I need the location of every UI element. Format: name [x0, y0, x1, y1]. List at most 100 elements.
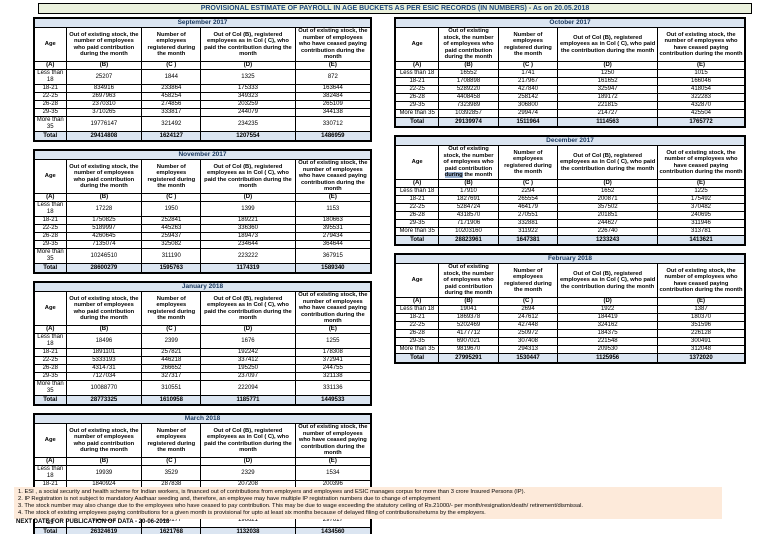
value-cell: 445263 [141, 224, 202, 233]
value-cell: 1250 [557, 69, 658, 78]
value-cell: 163644 [294, 84, 372, 93]
table-row: More than 35 10392857 299474 214727 425504 [394, 109, 746, 118]
value-cell: 1387 [657, 305, 746, 314]
column-letter: (B) [65, 193, 143, 202]
value-cell: 19939 [65, 465, 143, 481]
tables-column-left: September 2017 Age Out of existing stock, … [33, 17, 372, 534]
age-cell: Less than 18 [33, 465, 67, 481]
value-cell: 233864 [141, 84, 202, 93]
age-cell: 26-28 [394, 211, 440, 220]
value-cell: 17910 [438, 187, 499, 196]
total-label: Total [33, 527, 67, 534]
column-letter: (A) [33, 61, 67, 70]
value-cell: 16552 [438, 69, 499, 78]
value-cell: 364644 [294, 240, 372, 249]
column-header-age: Age [33, 423, 67, 458]
value-cell: 2370310 [65, 100, 143, 109]
value-cell: 265554 [497, 195, 559, 204]
table-row: 18-21 1708898 217967 161652 166046 [394, 77, 746, 86]
value-cell: 244755 [294, 364, 372, 373]
age-cell: Less than 18 [33, 69, 67, 85]
table-wrap-september: September 2017 Age Out of existing stock, … [33, 17, 372, 142]
month-header-row: December 2017 [394, 135, 746, 146]
value-cell: 294313 [497, 345, 559, 354]
column-header: Out of Col (B), registered employees as … [557, 145, 658, 180]
value-cell: 427448 [497, 321, 559, 330]
value-cell: 18496 [65, 333, 143, 349]
value-cell: 6907021 [438, 337, 499, 346]
total-value-cell: 28773325 [65, 395, 143, 406]
value-cell: 2697963 [65, 92, 143, 101]
table-row: 29-35 3710265 333817 244079 344138 [33, 108, 372, 117]
column-header-age: Age [394, 27, 440, 62]
value-cell: 1652 [557, 187, 658, 196]
column-letter: (C ) [141, 61, 202, 70]
column-header: Out of existing stock, the number of emp… [438, 27, 499, 62]
value-cell: 427840 [497, 85, 559, 94]
value-cell: 2399 [141, 333, 202, 349]
age-cell: 26-28 [33, 364, 67, 373]
age-cell: 22-25 [394, 85, 440, 94]
column-header-row: Age Out of existing stock, the number of … [33, 291, 372, 326]
column-header-row: Age Out of existing stock, the number of … [394, 145, 746, 180]
month-header-row: January 2018 [33, 281, 372, 292]
value-cell: 344138 [294, 108, 372, 117]
column-letter: (A) [33, 457, 67, 466]
table-wrap-january: January 2018 Age Out of existing stock, th… [33, 281, 372, 406]
value-cell: 189221 [200, 216, 296, 225]
table-row: 26-28 4177712 250972 184375 226128 [394, 329, 746, 338]
value-cell: 333817 [141, 108, 202, 117]
total-row: Total 28600279 1595763 1174319 1589340 [33, 263, 372, 274]
value-cell: 265109 [294, 100, 372, 109]
total-row: Total 28773325 1610958 1185771 1449533 [33, 395, 372, 406]
age-cell: 18-21 [394, 77, 440, 86]
total-value-cell: 1207554 [200, 131, 296, 142]
value-cell: 395531 [294, 224, 372, 233]
age-cell: 22-25 [33, 224, 67, 233]
column-header: Number of employees registered during th… [141, 27, 202, 62]
column-header: Out of existing stock, the number of emp… [65, 291, 143, 326]
value-cell: 1844 [141, 69, 202, 85]
value-cell: 351596 [657, 321, 746, 330]
value-cell: 258142 [497, 93, 559, 102]
table-row: More than 35 10246510 311190 223222 367915 [33, 248, 372, 264]
total-value-cell: 1595763 [141, 263, 202, 274]
value-cell: 175333 [200, 84, 296, 93]
month-title: February 2018 [394, 253, 746, 264]
total-label: Total [394, 235, 440, 246]
total-value-cell: 1174319 [200, 263, 296, 274]
value-cell: 234644 [200, 240, 296, 249]
column-letter: (E) [657, 297, 746, 306]
value-cell: 332881 [497, 219, 559, 228]
total-value-cell: 1132038 [200, 527, 296, 534]
value-cell: 5289220 [438, 85, 499, 94]
column-header: Out of existing stock, the number of emp… [657, 263, 746, 298]
value-cell: 1869378 [438, 313, 499, 322]
value-cell: 223222 [200, 248, 296, 264]
age-cell: 22-25 [394, 203, 440, 212]
value-cell: 1534 [294, 465, 372, 481]
table-row: 18-21 1827691 265554 200871 175492 [394, 195, 746, 204]
age-cell: 29-35 [33, 108, 67, 117]
total-label: Total [33, 263, 67, 274]
column-letter: (B) [438, 297, 499, 306]
value-cell: 306800 [497, 101, 559, 110]
age-cell: 29-35 [394, 101, 440, 110]
value-cell: 464179 [497, 203, 559, 212]
column-letter: (A) [33, 193, 67, 202]
column-header: Out of existing stock, the number of emp… [438, 263, 499, 298]
value-cell: 178308 [294, 348, 372, 357]
value-cell: 1676 [200, 333, 296, 349]
value-cell: 10392857 [438, 109, 499, 118]
table-september-2017: September 2017 Age Out of existing stock, … [33, 17, 372, 142]
column-letter: (B) [65, 457, 143, 466]
value-cell: 7323989 [438, 101, 499, 110]
total-label: Total [33, 395, 67, 406]
column-letter: (C ) [141, 325, 202, 334]
age-cell: More than 35 [33, 380, 67, 396]
column-header: Out of Col (B), registered employees as … [557, 27, 658, 62]
month-title: March 2018 [33, 413, 372, 424]
column-letter: (E) [657, 61, 746, 70]
age-cell: Less than 18 [33, 201, 67, 217]
age-cell: 22-25 [33, 356, 67, 365]
